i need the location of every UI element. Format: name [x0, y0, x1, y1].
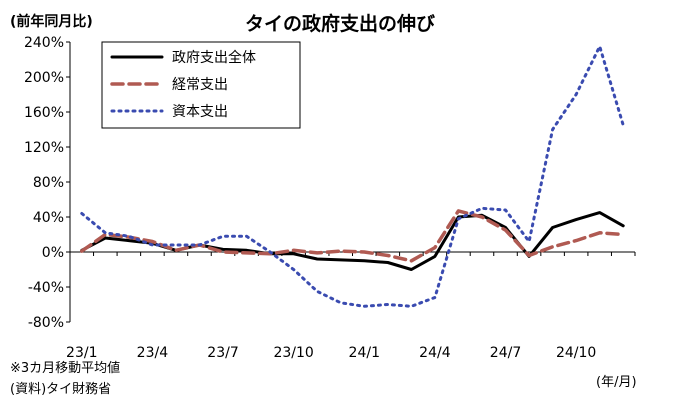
x-tick-label: 23/1 [66, 345, 97, 361]
y-tick-label: 120% [24, 140, 64, 156]
y-axis-label: (前年同月比) [10, 13, 93, 30]
y-tick-label: -80% [28, 315, 64, 331]
y-tick-label: -40% [28, 280, 64, 296]
x-tick-label: 24/10 [556, 345, 596, 361]
x-tick-label: 23/4 [137, 345, 169, 361]
x-axis-label: (年/月) [596, 375, 637, 390]
y-tick-label: 200% [24, 70, 64, 86]
series-line [80, 211, 625, 271]
source-note: (資料)タイ財務省 [10, 382, 111, 397]
y-tick-label: 160% [24, 105, 64, 121]
x-tick-label: 24/4 [419, 345, 451, 361]
tick-labels: -80% -40% 0% 40% 80% 120% 160% 200% 240% 23/1 23/4… [24, 35, 596, 361]
note-moving-average: ※3カ月移動平均値 [10, 360, 120, 376]
series-line [80, 44, 625, 308]
y-tick-label: 0% [42, 245, 64, 261]
legend-label: 経常支出 [172, 77, 228, 93]
y-tick-label: 80% [33, 175, 64, 191]
y-tick-label: 240% [24, 35, 64, 51]
series-lines [80, 44, 625, 308]
x-tick-label: 23/7 [207, 345, 238, 361]
x-tick-label: 24/1 [349, 345, 380, 361]
series-line [80, 209, 625, 263]
chart-title: タイの政府支出の伸び [245, 12, 435, 35]
x-tick-label: 23/10 [273, 345, 313, 361]
legend-label: 政府支出全体 [172, 49, 256, 66]
y-tick-label: 40% [33, 210, 64, 226]
legend-label: 資本支出 [172, 104, 228, 120]
x-tick-label: 24/7 [490, 345, 521, 361]
